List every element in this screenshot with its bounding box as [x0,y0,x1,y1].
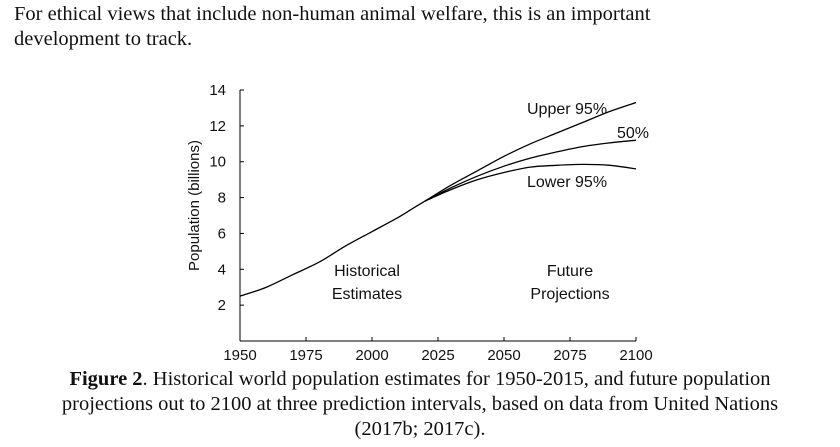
chart-series [239,101,637,297]
annotation-future: Future [547,263,593,280]
annotation-lower-95: Lower 95% [527,174,607,191]
x-tick-label: 2000 [355,347,388,364]
series-line-historical [239,200,426,297]
x-tick-label: 2100 [619,347,652,364]
y-tick-label: 2 [218,297,226,314]
chart-annotations: Upper 95% 50% Lower 95% Historical Estimates… [332,101,649,303]
y-tick-label: 14 [209,82,226,99]
annotation-projections: Projections [530,286,609,303]
caption-line-2: projections out to 2100 at three predict… [61,393,779,415]
annotation-upper-95: Upper 95% [527,101,607,118]
caption-line-1-text: . Historical world population estimates … [142,368,771,390]
annotation-50: 50% [617,125,649,142]
intro-line-2: development to track. [14,28,193,50]
y-tick-label: 4 [218,261,226,278]
series-line-50 [424,139,637,202]
y-axis-label: Population (billions) [186,140,203,271]
x-tick-label: 2025 [421,347,454,364]
chart-axes: 2 4 6 8 10 12 14 1950 1975 2000 2025 2050 2075 2100 Po… [186,82,653,364]
annotation-estimates: Estimates [332,286,402,303]
x-tick-label: 1950 [223,347,256,364]
annotation-historical: Historical [334,263,400,280]
x-tick-label: 2075 [553,347,586,364]
intro-text: For ethical views that include non-human… [14,2,814,52]
figure-caption: Figure 2. Historical world population es… [0,367,840,442]
series-line-upper-95 [424,101,637,202]
y-tick-label: 10 [209,154,226,171]
caption-label: Figure 2 [69,368,143,390]
caption-line-1: Figure 2. Historical world population es… [0,367,840,392]
intro-line-1: For ethical views that include non-human… [14,3,651,25]
x-tick-label: 1975 [289,347,322,364]
y-tick-label: 8 [218,190,226,207]
caption-line-3: (2017b; 2017c). [354,418,486,440]
y-tick-label: 12 [209,118,226,135]
series-line-lower-95 [424,163,637,202]
x-tick-label: 2050 [487,347,520,364]
y-tick-label: 6 [218,225,226,242]
